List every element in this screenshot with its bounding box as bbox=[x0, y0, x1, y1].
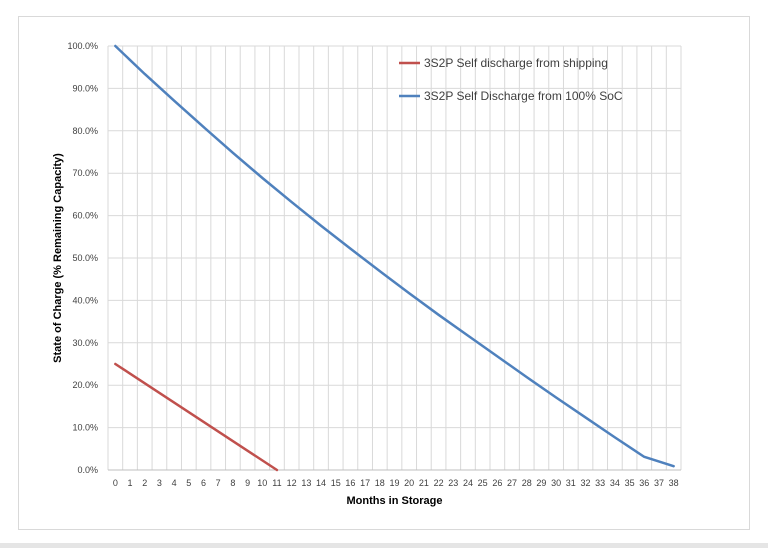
page-bottom-rule bbox=[0, 543, 768, 548]
legend-label-2: 3S2P Self Discharge from 100% SoC bbox=[424, 89, 623, 103]
x-tick-label: 38 bbox=[669, 478, 679, 488]
x-tick-label: 28 bbox=[522, 478, 532, 488]
x-tick-label: 2 bbox=[142, 478, 147, 488]
x-tick-label: 14 bbox=[316, 478, 326, 488]
x-tick-label: 25 bbox=[478, 478, 488, 488]
x-tick-label: 13 bbox=[301, 478, 311, 488]
x-tick-label: 31 bbox=[566, 478, 576, 488]
x-tick-label: 20 bbox=[404, 478, 414, 488]
x-tick-label: 3 bbox=[157, 478, 162, 488]
x-tick-label: 35 bbox=[625, 478, 635, 488]
y-axis-title: State of Charge (% Remaining Capacity) bbox=[52, 153, 64, 363]
x-tick-label: 37 bbox=[654, 478, 664, 488]
y-tick-label: 100.0% bbox=[67, 41, 98, 51]
x-tick-label: 22 bbox=[434, 478, 444, 488]
grid bbox=[107, 45, 682, 471]
x-tick-label: 5 bbox=[186, 478, 191, 488]
x-tick-label: 12 bbox=[287, 478, 297, 488]
series bbox=[114, 44, 675, 472]
series-line-1 bbox=[114, 362, 279, 472]
x-tick-label: 0 bbox=[113, 478, 118, 488]
y-tick-label: 70.0% bbox=[72, 168, 98, 178]
legend-label-1: 3S2P Self discharge from shipping bbox=[424, 56, 608, 70]
x-tick-label: 29 bbox=[536, 478, 546, 488]
x-axis-title: Months in Storage bbox=[347, 495, 443, 507]
x-tick-labels: 0 1 2 3 4 5 6 7 8 9 10 11 12 13 14 15 16 17 18 19 20 21 22 23 24… bbox=[113, 478, 679, 488]
y-tick-label: 20.0% bbox=[72, 380, 98, 390]
x-tick-label: 18 bbox=[375, 478, 385, 488]
y-tick-label: 40.0% bbox=[72, 295, 98, 305]
x-tick-label: 4 bbox=[172, 478, 177, 488]
x-tick-label: 11 bbox=[272, 478, 281, 488]
x-tick-label: 19 bbox=[389, 478, 399, 488]
x-tick-label: 9 bbox=[245, 478, 250, 488]
x-tick-label: 36 bbox=[639, 478, 649, 488]
x-tick-label: 6 bbox=[201, 478, 206, 488]
x-tick-label: 34 bbox=[610, 478, 620, 488]
x-tick-label: 15 bbox=[331, 478, 341, 488]
y-tick-label: 80.0% bbox=[72, 126, 98, 136]
x-tick-label: 32 bbox=[580, 478, 590, 488]
x-tick-label: 17 bbox=[360, 478, 370, 488]
x-tick-label: 7 bbox=[216, 478, 221, 488]
x-tick-label: 21 bbox=[419, 478, 429, 488]
x-tick-label: 23 bbox=[448, 478, 458, 488]
y-tick-label: 30.0% bbox=[72, 338, 98, 348]
x-tick-label: 1 bbox=[128, 478, 133, 488]
y-tick-label: 10.0% bbox=[72, 423, 98, 433]
y-tick-label: 50.0% bbox=[72, 253, 98, 263]
x-tick-label: 30 bbox=[551, 478, 561, 488]
x-tick-label: 33 bbox=[595, 478, 605, 488]
x-tick-label: 10 bbox=[257, 478, 267, 488]
series-line-2 bbox=[114, 44, 675, 468]
x-tick-label: 26 bbox=[492, 478, 502, 488]
y-tick-label: 0.0% bbox=[77, 465, 98, 475]
x-tick-label: 8 bbox=[230, 478, 235, 488]
y-tick-label: 60.0% bbox=[72, 211, 98, 221]
x-tick-label: 27 bbox=[507, 478, 517, 488]
y-tick-label: 90.0% bbox=[72, 83, 98, 93]
legend: 3S2P Self discharge from shipping 3S2P Se… bbox=[399, 56, 623, 103]
x-tick-label: 16 bbox=[345, 478, 355, 488]
x-tick-label: 24 bbox=[463, 478, 473, 488]
y-tick-labels: 0.0% 10.0% 20.0% 30.0% 40.0% 50.0% 60.0% 70.0% 8… bbox=[67, 41, 98, 475]
